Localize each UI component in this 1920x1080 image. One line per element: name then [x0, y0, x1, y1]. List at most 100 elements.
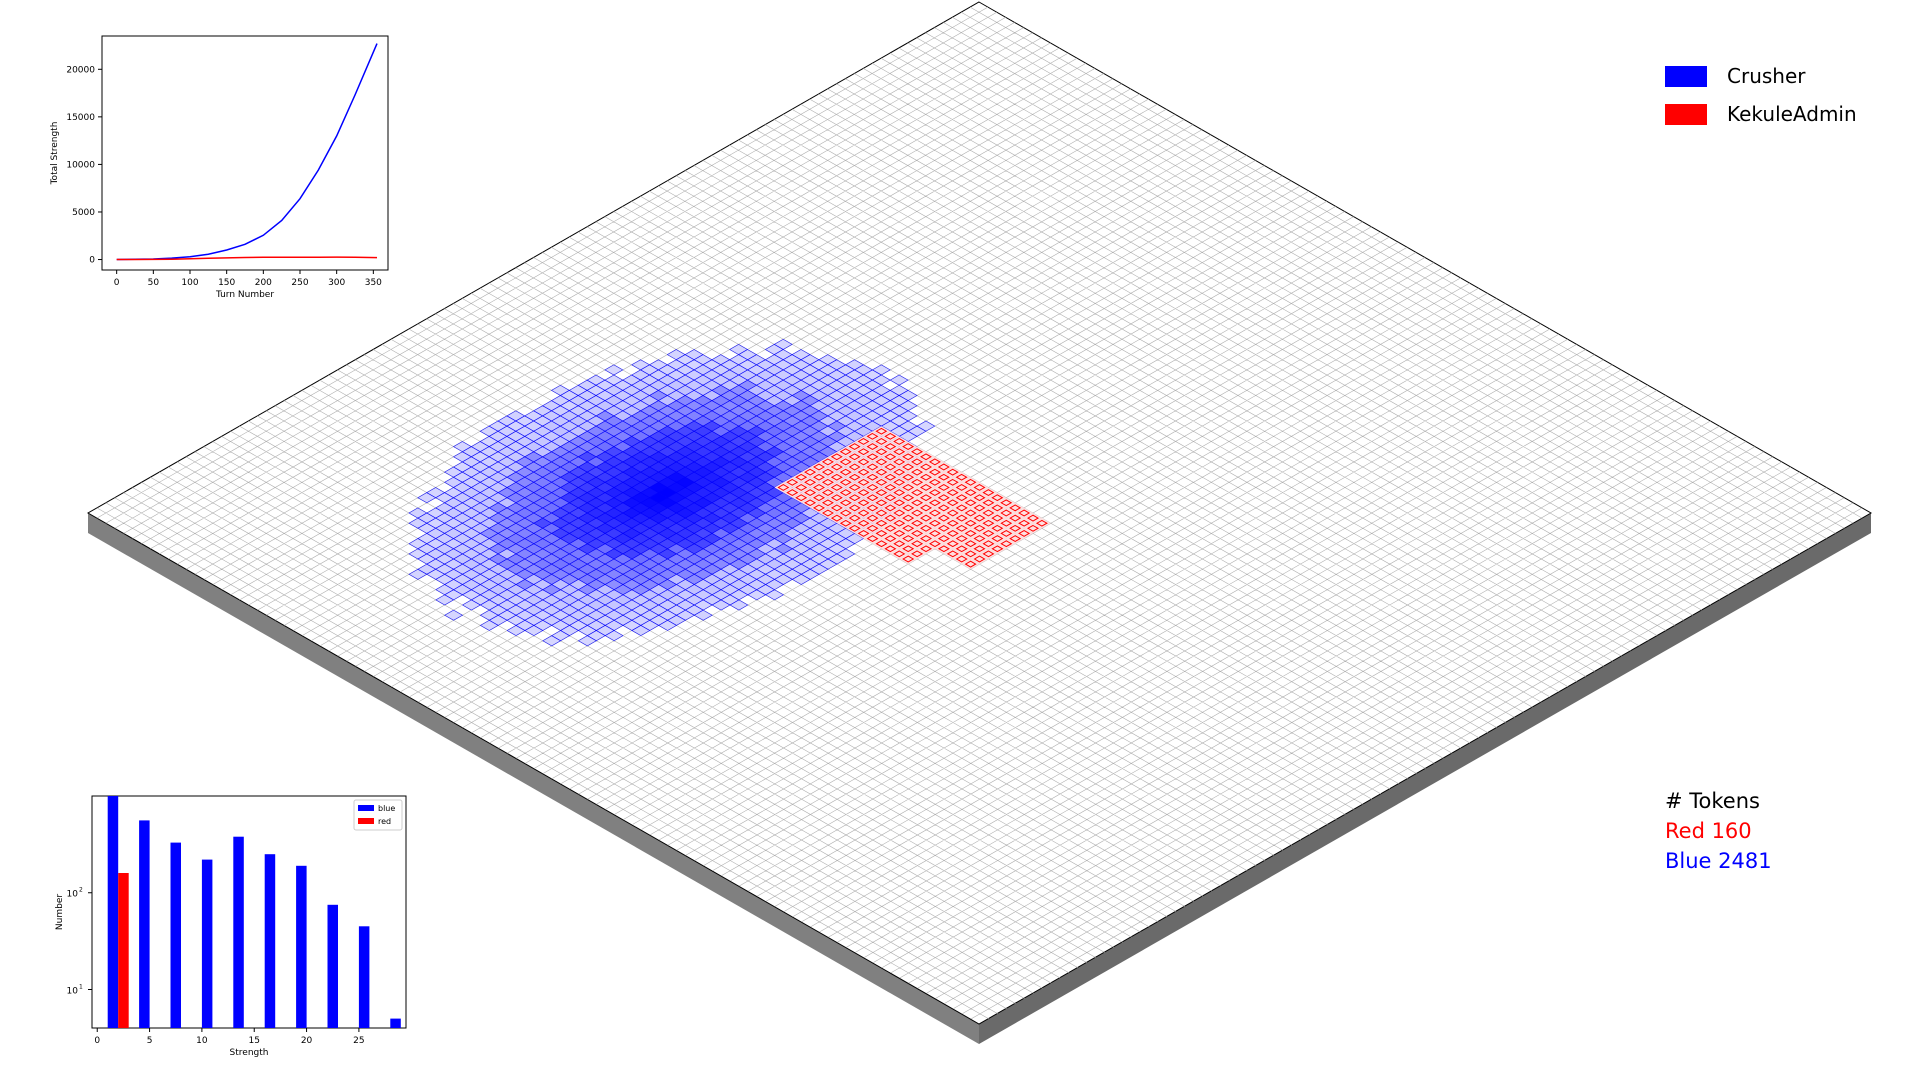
- red-cell-bg: [943, 507, 962, 519]
- red-token: [991, 524, 1004, 532]
- blue-token-cell: [524, 625, 544, 636]
- red-cell-bg: [801, 497, 819, 508]
- red-token: [893, 489, 906, 496]
- red-token: [1009, 524, 1022, 532]
- total-strength-chart: 0 50 100 150 200 250 300 350 0 5000 10000 15000 2000…: [50, 35, 389, 300]
- red-cell-bg: [890, 528, 909, 539]
- red-token: [911, 499, 924, 507]
- red-cell-bg: [997, 538, 1016, 549]
- red-cell-bg: [926, 497, 944, 508]
- red-token: [804, 499, 817, 507]
- red-token: [973, 524, 986, 532]
- red-token: [973, 484, 986, 491]
- red-token: [866, 494, 879, 502]
- red-cell-bg: [952, 502, 971, 513]
- red-cell-bg: [899, 543, 918, 554]
- x-tick-label: 300: [328, 278, 345, 288]
- red-cell-bg: [854, 467, 873, 478]
- red-token: [946, 530, 959, 537]
- red-token: [902, 504, 915, 512]
- red-token: [848, 443, 861, 450]
- red-token: [812, 494, 826, 502]
- red-cell-bg: [854, 436, 873, 447]
- red-cell-bg: [961, 477, 980, 488]
- red-cell-bg: [881, 431, 900, 442]
- red-token: [848, 504, 861, 512]
- red-token: [982, 540, 995, 548]
- red-token: [839, 509, 852, 517]
- red-cell-bg: [792, 492, 811, 503]
- y-tick-label: 10: [67, 890, 79, 900]
- red-token: [866, 463, 879, 471]
- red-token: [866, 514, 879, 522]
- red-token: [973, 504, 986, 512]
- red-cell-bg: [792, 472, 811, 483]
- red-token: [875, 540, 888, 548]
- red-cell-bg: [827, 451, 846, 462]
- red-cell-bg: [970, 513, 989, 524]
- red-token: [902, 514, 915, 522]
- red-token: [920, 514, 932, 522]
- blue-token-cell: [506, 625, 526, 636]
- red-token: [902, 555, 915, 563]
- red-cell-bg: [899, 451, 917, 462]
- red-token: [839, 458, 852, 466]
- line-chart-axes: [101, 35, 389, 271]
- legend-label: KekuleAdmin: [1727, 102, 1857, 126]
- red-cell-bg: [819, 456, 837, 467]
- red-token: [911, 489, 924, 496]
- red-cell-bg: [1015, 528, 1033, 539]
- red-token: [991, 545, 1004, 553]
- red-token: [928, 468, 941, 476]
- red-cell-bg: [934, 461, 953, 473]
- red-cell-bg: [810, 482, 828, 493]
- token-counts: # Tokens Red 160 Blue 2481: [1665, 786, 1772, 876]
- red-token: [893, 499, 906, 507]
- red-cell-bg: [1024, 523, 1042, 534]
- red-cell-bg: [943, 497, 962, 508]
- red-cell-bg: [872, 497, 891, 508]
- red-cell-bg: [810, 461, 828, 473]
- red-cell-bg: [827, 492, 846, 503]
- red-cell-bg: [890, 467, 909, 478]
- red-cell-bg: [774, 482, 793, 493]
- blue-token-cell: [604, 630, 624, 642]
- blue-token-cell: [542, 635, 562, 647]
- blue-token-cell: [693, 609, 713, 621]
- red-token: [902, 494, 915, 502]
- red-cell-bg: [997, 518, 1016, 529]
- red-cell-bg: [854, 497, 873, 508]
- x-axis-label: Strength: [230, 1048, 269, 1058]
- red-token: [884, 494, 897, 502]
- x-tick-label: 5: [147, 1036, 153, 1046]
- red-token: [884, 463, 897, 471]
- bar-blue: [107, 796, 119, 1028]
- red-token: [902, 535, 915, 542]
- red-cell-bg: [979, 497, 998, 508]
- red-token: [902, 524, 915, 532]
- red-token: [893, 540, 906, 548]
- legend-label: Crusher: [1727, 64, 1806, 88]
- red-token: [848, 484, 861, 491]
- legend-swatch-red: [1665, 103, 1707, 125]
- red-token: [857, 478, 870, 486]
- red-cell-bg: [961, 559, 980, 570]
- red-cell-bg: [961, 487, 980, 498]
- red-cell-bg: [970, 482, 989, 493]
- red-token: [857, 530, 870, 537]
- red-cell-bg: [899, 502, 918, 513]
- red-cell-bg: [1033, 518, 1051, 529]
- red-token: [937, 535, 950, 542]
- red-token: [857, 468, 870, 476]
- red-cell-bg: [890, 487, 909, 498]
- bar-blue: [390, 1018, 401, 1028]
- red-token: [857, 499, 870, 507]
- red-cell-bg: [801, 487, 819, 498]
- red-token: [911, 468, 923, 476]
- red-cell-bg: [926, 528, 944, 539]
- red-token: [928, 499, 941, 507]
- red-token: [955, 545, 968, 553]
- red-token: [1018, 530, 1031, 537]
- red-token: [830, 484, 843, 491]
